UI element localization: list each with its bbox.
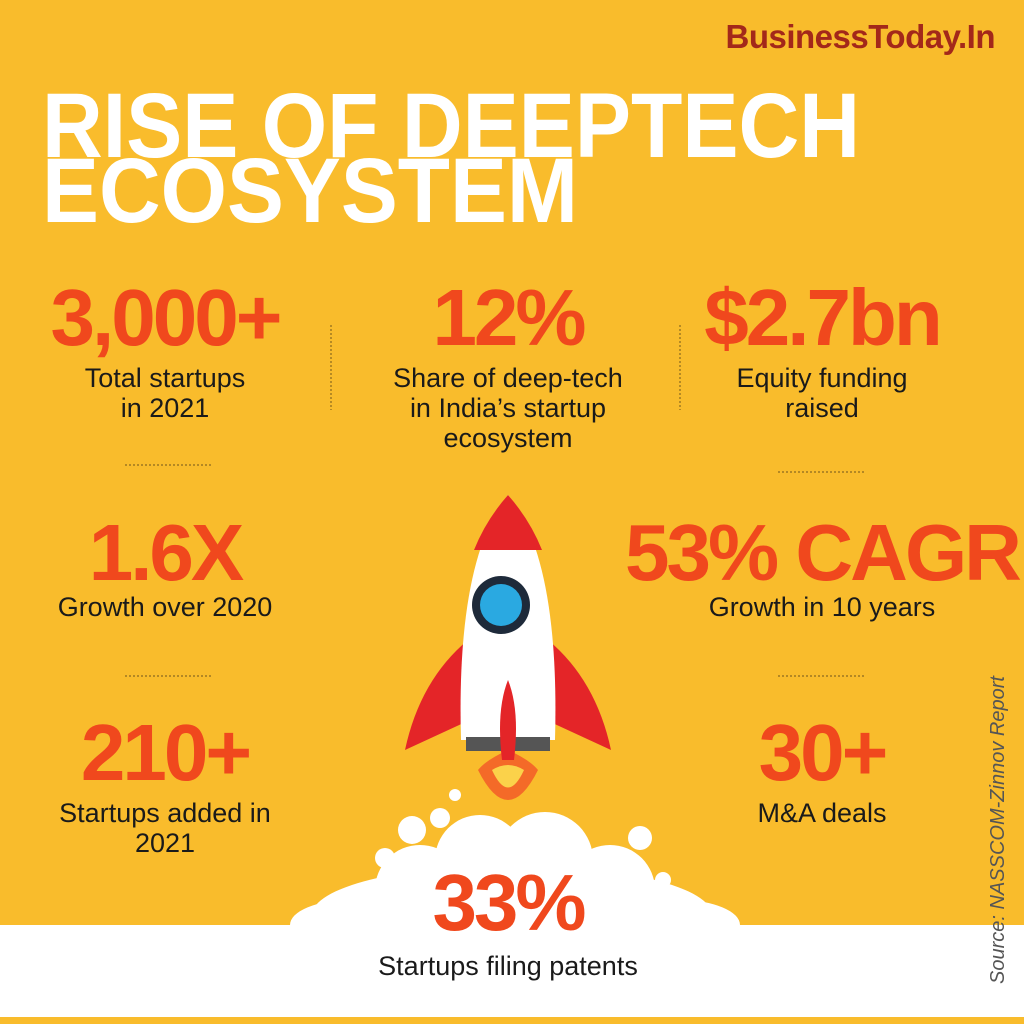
stat-label: ecosystem — [443, 423, 572, 453]
bottom-strip — [0, 1017, 1024, 1024]
title-line: RISE OF DEEPTECH — [42, 75, 860, 177]
stat-label: Share of deep-tech — [393, 363, 623, 393]
title-line: ECOSYSTEM — [42, 140, 578, 242]
stat-label: Growth in 10 years — [709, 592, 936, 622]
stat-value: 33% — [432, 858, 585, 947]
stat-value: 12% — [432, 273, 585, 362]
stat-value: 3,000+ — [51, 273, 280, 362]
stat-label: Equity funding — [736, 363, 907, 393]
stat-value: 1.6X — [89, 508, 244, 597]
stat-label: Startups filing patents — [378, 951, 638, 981]
stat-value: 210+ — [81, 708, 249, 797]
brand: BusinessToday.In — [725, 18, 995, 55]
stat-label: Total startups — [85, 363, 246, 393]
stat-label: in 2021 — [121, 393, 210, 423]
separators — [125, 325, 866, 677]
stat-label: M&A deals — [757, 798, 886, 828]
stat-label: 2021 — [135, 828, 195, 858]
stat-value: 30+ — [759, 708, 886, 797]
rocket — [405, 495, 611, 800]
cloud — [0, 789, 1024, 1017]
stat-label: in India’s startup — [410, 393, 606, 423]
stat-value: 53% CAGR — [625, 508, 1021, 597]
source: Source: NASSCOM-Zinnov Report — [987, 675, 1009, 984]
stat-value: $2.7bn — [704, 273, 939, 362]
stat-label: Startups added in — [59, 798, 271, 828]
stat-label: raised — [785, 393, 859, 423]
stat-label: Growth over 2020 — [58, 592, 273, 622]
